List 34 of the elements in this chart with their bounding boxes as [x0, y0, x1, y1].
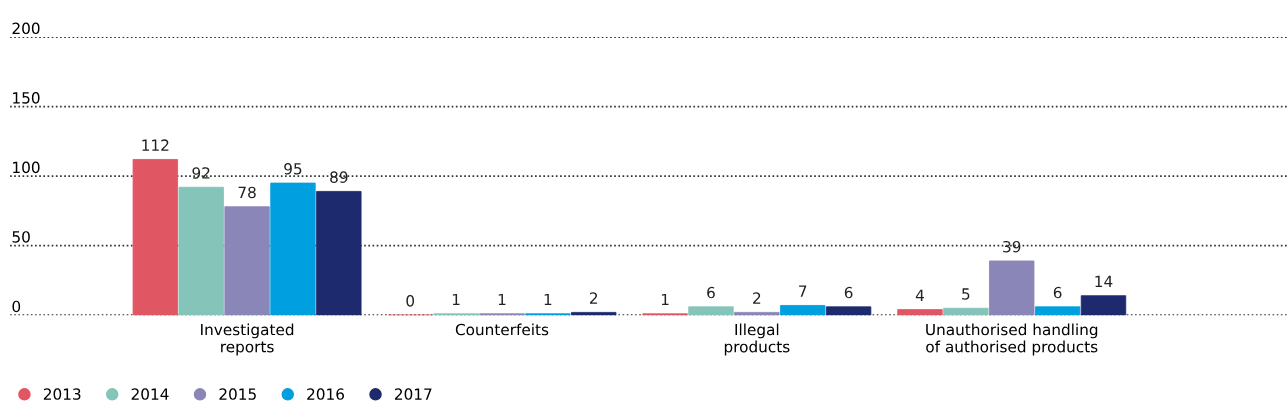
data-label: 39	[1003, 240, 1021, 253]
data-label: 112	[142, 139, 169, 151]
data-label: 1	[544, 293, 552, 306]
data-label: 1	[498, 293, 506, 306]
data-label: 89	[330, 171, 348, 183]
legend-label: 2013	[43, 388, 81, 400]
data-label: 95	[284, 163, 302, 175]
data-label: 6	[844, 286, 853, 299]
x-tick-label: Unauthorised handling of authorised products	[926, 323, 1098, 356]
data-label: 78	[238, 186, 256, 199]
data-label: 6	[707, 286, 715, 299]
y-tick-label: 150	[13, 92, 40, 104]
y-tick-label: 0	[12, 300, 21, 313]
data-label: 4	[915, 289, 924, 301]
data-label: 2	[589, 292, 598, 304]
data-label: 14	[1095, 275, 1113, 287]
data-label: 92	[192, 167, 210, 179]
legend-label: 2015	[219, 388, 256, 400]
y-tick-label: 100	[13, 161, 40, 174]
data-label: 2	[753, 292, 761, 304]
x-tick-label: Investigated reports	[201, 323, 294, 356]
y-tick-label: 50	[12, 231, 30, 243]
x-tick-label: Counterfeits	[455, 323, 549, 336]
x-tick-label: Illegal products	[724, 323, 790, 356]
data-label: 6	[1053, 286, 1062, 299]
data-label: 7	[799, 285, 807, 297]
data-label: 1	[452, 293, 460, 306]
y-tick-label: 200	[12, 22, 40, 35]
data-label: 0	[406, 295, 415, 307]
legend-label: 2017	[394, 388, 432, 400]
legend-label: 2016	[307, 388, 345, 400]
data-label: 1	[661, 293, 669, 306]
legend-label: 2014	[131, 388, 169, 400]
data-label: 5	[962, 288, 970, 300]
